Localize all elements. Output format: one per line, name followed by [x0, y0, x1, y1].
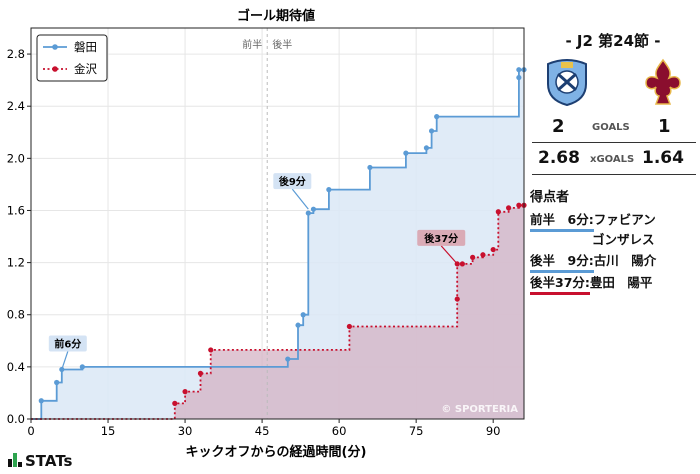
data-point	[516, 202, 522, 208]
halftime-label-second: 後半	[272, 38, 292, 51]
zweigen-kanazawa-crest-icon	[640, 58, 686, 106]
scorers-title: 得点者	[530, 190, 570, 205]
watermark: © SPORTERIA	[441, 404, 518, 415]
y-tick-label: 0.8	[7, 308, 25, 322]
data-point	[208, 347, 214, 353]
series-points	[38, 67, 527, 406]
legend-label: 磐田	[74, 40, 97, 54]
y-tick-label: 2.0	[7, 151, 25, 165]
scorer-entry: 前半 6分:ファビアン	[530, 209, 656, 232]
data-point	[285, 356, 291, 362]
data-point	[182, 389, 188, 395]
data-point	[480, 252, 486, 258]
home-xg: 2.68	[538, 148, 580, 168]
data-point	[197, 370, 204, 376]
goals-row: 2 GOALS 1	[528, 116, 698, 138]
annotation-label: 後9分	[279, 175, 306, 188]
data-point	[428, 128, 435, 134]
data-point	[367, 164, 373, 171]
divider	[532, 174, 696, 175]
data-point	[346, 323, 352, 330]
annotation-box	[48, 335, 87, 352]
data-point	[505, 205, 512, 211]
data-point	[434, 114, 440, 120]
scorer-time: 後半37分:	[530, 272, 590, 295]
divider	[532, 142, 696, 143]
scorer-time: 後半 9分:	[530, 250, 594, 273]
data-point	[516, 74, 522, 81]
data-point	[310, 206, 317, 212]
data-point	[326, 187, 332, 193]
data-point	[403, 150, 409, 156]
scorer-entry: 後半37分:豊田 陽平	[530, 272, 652, 295]
x-axis-label: キックオフからの経過時間(分)	[186, 444, 367, 460]
x-tick-label: 75	[409, 424, 424, 438]
jubilo-iwata-crest-icon	[544, 58, 590, 107]
scorer-entry: 後半 9分:古川 陽介	[530, 250, 656, 273]
data-point	[459, 261, 465, 267]
halftime-label-first: 前半	[242, 38, 262, 51]
match-title: - J2 第24節 -	[565, 32, 661, 50]
y-tick-label: 0.0	[7, 412, 25, 426]
series-line-away	[31, 204, 524, 420]
data-point	[470, 254, 476, 260]
scorer-name: 豊田 陽平	[589, 275, 653, 290]
away-xg: 1.64	[642, 148, 684, 168]
data-point	[300, 312, 306, 318]
legend-marker	[52, 44, 58, 50]
home-goals: 2	[552, 116, 565, 137]
scorer-name: 古川 陽介	[593, 253, 657, 268]
y-tick-label: 2.4	[7, 99, 25, 113]
data-point	[490, 246, 496, 253]
x-tick-label: 30	[178, 424, 193, 438]
x-tick-label: 60	[332, 424, 347, 438]
data-point	[454, 296, 460, 302]
annotation-leader	[440, 245, 458, 265]
legend-label: 金沢	[74, 62, 97, 76]
annotation-leader	[291, 188, 309, 210]
scorer-name: ファビアン	[593, 212, 656, 227]
area-fills	[31, 69, 524, 419]
y-tick-label: 0.4	[7, 360, 25, 374]
chart-title: ゴール期待値	[237, 8, 315, 24]
x-tick-label: 0	[27, 424, 34, 438]
x-tick-label: 45	[255, 424, 270, 438]
data-point	[495, 209, 501, 215]
y-tick-label: 1.6	[7, 203, 25, 217]
xgoals-row: 2.68 xGOALS 1.64	[528, 148, 698, 172]
stats-logo-text: STATs	[25, 452, 73, 470]
x-tick-label: 90	[486, 424, 501, 438]
data-point	[423, 145, 430, 151]
scorer-name-cont: ゴンザレス	[592, 232, 655, 247]
scorer-time: 前半 6分:	[530, 209, 594, 232]
annotation-box	[273, 173, 312, 190]
data-point	[516, 67, 522, 73]
y-tick-label: 2.8	[7, 47, 25, 61]
away-goals: 1	[658, 116, 671, 137]
x-tick-label: 15	[101, 424, 116, 438]
plot-frame	[30, 27, 525, 420]
data-point	[295, 322, 301, 328]
stats-bars-icon	[8, 453, 22, 467]
stats-logo: STATs	[8, 452, 72, 470]
annotation-label: 後37分	[424, 232, 458, 245]
xg-label: xGOALS	[590, 154, 635, 165]
data-point	[79, 364, 85, 370]
annotation-label: 前6分	[54, 337, 81, 350]
y-tick-label: 1.2	[7, 256, 25, 270]
area-away	[31, 205, 524, 419]
data-point	[172, 400, 178, 406]
goals-label: GOALS	[592, 122, 630, 133]
axis-ticks: 0 15 30 45 60 75 90 0.0 0.4 0.8 1.2 1.6 2.0 2.4 2.8	[7, 47, 501, 438]
data-point	[305, 210, 311, 216]
data-point	[54, 379, 60, 386]
data-point	[38, 398, 44, 404]
annotation-box	[417, 229, 466, 246]
legend-marker	[52, 66, 58, 72]
annotation-leader	[61, 351, 69, 370]
